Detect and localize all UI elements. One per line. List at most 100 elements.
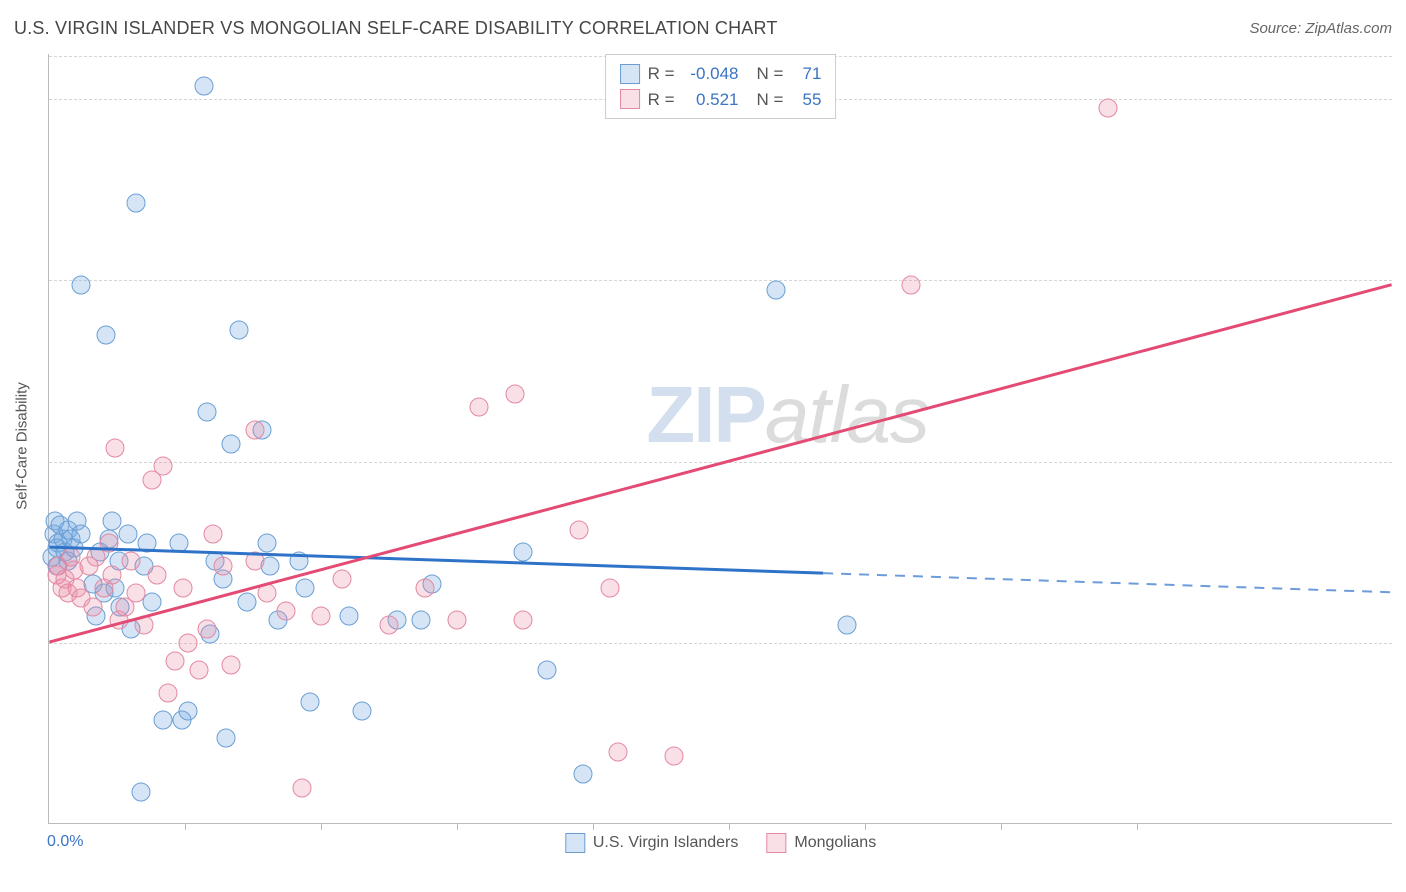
legend-n-value: 55 bbox=[791, 87, 821, 113]
x-tick-mark bbox=[185, 823, 186, 830]
scatter-point bbox=[71, 276, 90, 295]
legend-series-label: Mongolians bbox=[794, 834, 876, 852]
scatter-point bbox=[194, 76, 213, 95]
scatter-point bbox=[289, 552, 308, 571]
x-tick-mark bbox=[457, 823, 458, 830]
scatter-point bbox=[126, 194, 145, 213]
trend-line-solid bbox=[49, 547, 823, 573]
scatter-point bbox=[122, 552, 141, 571]
scatter-point bbox=[204, 525, 223, 544]
scatter-point bbox=[169, 534, 188, 553]
scatter-point bbox=[245, 420, 264, 439]
scatter-point bbox=[237, 593, 256, 612]
scatter-point bbox=[258, 534, 277, 553]
scatter-point bbox=[447, 611, 466, 630]
scatter-point bbox=[574, 765, 593, 784]
scatter-point bbox=[96, 325, 115, 344]
legend-series: U.S. Virgin Islanders Mongolians bbox=[565, 833, 876, 853]
scatter-point bbox=[601, 579, 620, 598]
trend-line-solid bbox=[49, 285, 1391, 642]
scatter-point bbox=[767, 280, 786, 299]
legend-item: Mongolians bbox=[766, 833, 876, 853]
legend-swatch-icon bbox=[766, 833, 786, 853]
x-tick-origin: 0.0% bbox=[47, 833, 83, 851]
scatter-point bbox=[470, 398, 489, 417]
scatter-point bbox=[153, 710, 172, 729]
legend-swatch-icon bbox=[620, 64, 640, 84]
legend-n-label: N = bbox=[757, 61, 784, 87]
scatter-point bbox=[103, 565, 122, 584]
scatter-point bbox=[147, 565, 166, 584]
scatter-point bbox=[119, 525, 138, 544]
scatter-point bbox=[213, 556, 232, 575]
scatter-point bbox=[134, 615, 153, 634]
scatter-point bbox=[340, 606, 359, 625]
legend-stats-row: R = -0.048 N = 71 bbox=[620, 61, 822, 87]
watermark-zip: ZIP bbox=[646, 370, 764, 459]
scatter-point bbox=[138, 534, 157, 553]
scatter-point bbox=[277, 602, 296, 621]
legend-stats: R = -0.048 N = 71 R = 0.521 N = 55 bbox=[605, 54, 837, 119]
scatter-point bbox=[838, 615, 857, 634]
legend-stats-row: R = 0.521 N = 55 bbox=[620, 87, 822, 113]
legend-r-value: 0.521 bbox=[683, 87, 739, 113]
scatter-point bbox=[292, 778, 311, 797]
x-tick-mark bbox=[865, 823, 866, 830]
legend-swatch-icon bbox=[620, 89, 640, 109]
trend-line-dashed bbox=[823, 573, 1391, 592]
scatter-point bbox=[258, 584, 277, 603]
scatter-point bbox=[198, 620, 217, 639]
scatter-point bbox=[538, 661, 557, 680]
x-tick-mark bbox=[729, 823, 730, 830]
scatter-point bbox=[416, 579, 435, 598]
scatter-point bbox=[174, 579, 193, 598]
scatter-point bbox=[296, 579, 315, 598]
watermark-atlas: atlas bbox=[765, 370, 929, 459]
y-axis-label: Self-Care Disability bbox=[14, 382, 31, 510]
scatter-point bbox=[221, 434, 240, 453]
scatter-point bbox=[103, 511, 122, 530]
chart-plot-area: ZIPatlas R = -0.048 N = 71 R = 0.521 N =… bbox=[48, 54, 1392, 824]
chart-title: U.S. VIRGIN ISLANDER VS MONGOLIAN SELF-C… bbox=[14, 18, 778, 39]
scatter-point bbox=[229, 321, 248, 340]
gridline bbox=[49, 462, 1392, 463]
legend-n-value: 71 bbox=[791, 61, 821, 87]
scatter-point bbox=[514, 611, 533, 630]
gridline bbox=[49, 280, 1392, 281]
scatter-point bbox=[300, 692, 319, 711]
scatter-point bbox=[179, 633, 198, 652]
scatter-point bbox=[71, 525, 90, 544]
watermark: ZIPatlas bbox=[646, 369, 928, 461]
scatter-point bbox=[190, 661, 209, 680]
scatter-point bbox=[131, 783, 150, 802]
legend-n-label: N = bbox=[757, 87, 784, 113]
scatter-point bbox=[569, 520, 588, 539]
scatter-point bbox=[245, 552, 264, 571]
scatter-point bbox=[126, 584, 145, 603]
legend-item: U.S. Virgin Islanders bbox=[565, 833, 739, 853]
legend-series-label: U.S. Virgin Islanders bbox=[593, 834, 739, 852]
scatter-point bbox=[411, 611, 430, 630]
scatter-point bbox=[506, 384, 525, 403]
scatter-point bbox=[311, 606, 330, 625]
scatter-point bbox=[166, 651, 185, 670]
scatter-point bbox=[221, 656, 240, 675]
legend-r-label: R = bbox=[648, 61, 675, 87]
scatter-point bbox=[84, 597, 103, 616]
scatter-point bbox=[332, 570, 351, 589]
x-tick-mark bbox=[1137, 823, 1138, 830]
x-tick-mark bbox=[1001, 823, 1002, 830]
scatter-point bbox=[106, 439, 125, 458]
scatter-point bbox=[100, 534, 119, 553]
scatter-point bbox=[664, 747, 683, 766]
scatter-point bbox=[514, 543, 533, 562]
legend-r-label: R = bbox=[648, 87, 675, 113]
scatter-point bbox=[379, 615, 398, 634]
scatter-point bbox=[609, 742, 628, 761]
scatter-point bbox=[217, 728, 236, 747]
gridline bbox=[49, 643, 1392, 644]
scatter-point bbox=[158, 683, 177, 702]
legend-r-value: -0.048 bbox=[683, 61, 739, 87]
scatter-point bbox=[198, 402, 217, 421]
scatter-point bbox=[1099, 99, 1118, 118]
